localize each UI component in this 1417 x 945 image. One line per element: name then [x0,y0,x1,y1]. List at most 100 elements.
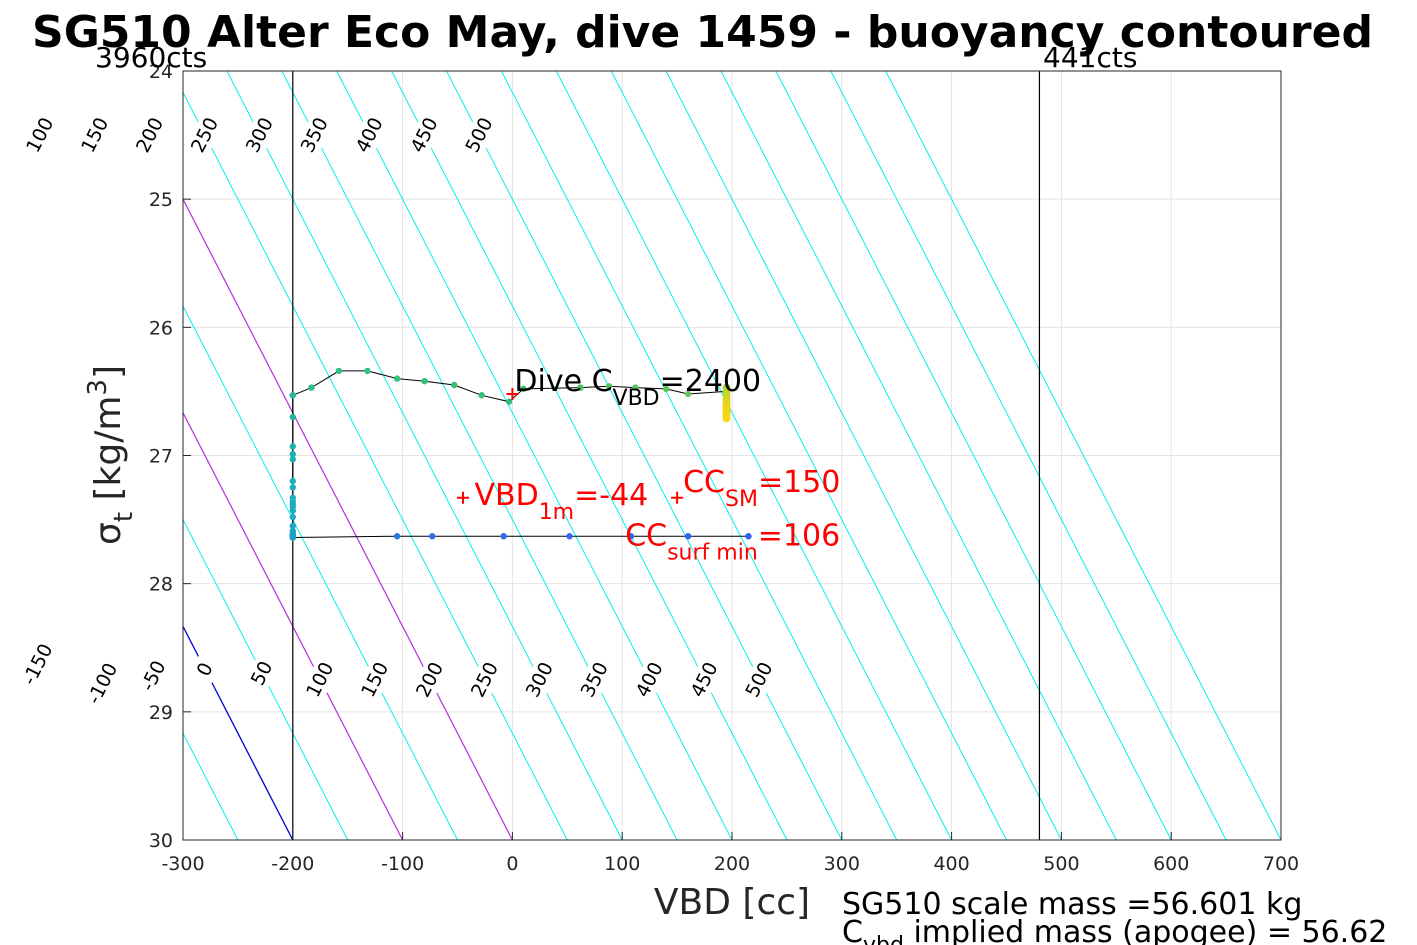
contour-label-bg [684,656,725,704]
contour-line [0,71,73,840]
x-tick-label: -300 [161,853,204,875]
x-tick-label: 100 [604,853,640,875]
contour-line [830,71,1227,840]
contour-line [885,71,1281,840]
track-point [289,392,296,399]
contour-label: -150 [18,640,57,688]
contour-line [183,411,404,840]
y-tick-label: 24 [149,61,173,83]
contour-label-bg [739,656,780,704]
plus-marker [671,491,684,504]
y-tick-label: 29 [149,702,173,724]
track-point [429,533,436,540]
track-point [289,507,296,514]
track-point [745,533,752,540]
x-tick-label: -100 [381,853,424,875]
contour-line [0,71,18,840]
contour-label-bg [242,650,282,697]
contour-label-bg [294,111,335,159]
track-point [335,367,343,375]
footer-implied-mass: Cvbd implied mass (apogee) = 56.62 [842,915,1387,945]
track-point [289,413,296,421]
track-point [289,484,296,491]
track-point [393,533,401,540]
contour-line [775,71,1172,840]
x-tick-label: 0 [506,853,518,875]
dive-points [289,367,752,541]
track-point [289,513,296,521]
contour-line [500,71,898,840]
contour-line [281,71,678,840]
contour-label-bg [300,656,341,704]
contour-line [391,71,788,840]
track-point [451,381,458,389]
counts-left-label: 3960cts [95,41,207,74]
track-upper-line [292,370,727,403]
contour-label-bg [629,656,670,704]
track-point [289,477,296,485]
annotation-markers [456,387,684,504]
track-point [627,533,635,540]
contour-label-bg [404,111,445,159]
track-point [393,375,401,382]
track-point [684,533,692,540]
contour-label-bg [20,111,61,159]
axis-ticks: -300 -200 -100 0 100 200 300 400 500 600 700 24 25 26… [149,61,1299,875]
contour-label-bg [459,111,500,159]
plus-marker [506,387,519,400]
annotation-label: CCSM=150 [683,465,840,512]
footer-scale-mass: SG510 scale mass =56.601 kg [842,887,1302,922]
track-point [566,533,573,540]
contour-labels: -350-300-250-200-100-5005010015020025030… [0,105,780,708]
contour-label-bg [130,111,170,159]
x-axis-label: VBD [cc] [654,882,810,923]
x-tick-label: 400 [933,853,969,875]
track-point [505,398,513,405]
contour-line [183,518,349,840]
contour-line [336,71,733,840]
y-tick-label: 25 [149,189,173,211]
y-tick-label: 30 [149,830,173,852]
track-point [289,522,296,530]
chart-title: SG510 Alter Eco May, dive 1459 - buoyanc… [32,7,1373,58]
contour-label-bg [355,656,395,704]
contour-line [183,624,294,840]
x-tick-label: 600 [1153,853,1189,875]
x-tick-label: 300 [824,853,860,875]
contour-label-bg [133,652,174,700]
contour-label-bg [185,111,225,159]
x-tick-label: -200 [271,853,314,875]
track-point [289,451,296,458]
annotations: Dive CVBD=2400 VBD1m=-44 CCSM=150 CCsurf mi… [474,364,840,565]
contour-label-bg [0,105,2,152]
x-tick-label: 700 [1263,853,1299,875]
y-axis-label: σt [kg/m3] [83,365,139,545]
track-point [684,390,692,398]
track-point [500,533,507,540]
y-tick-label: 27 [149,446,173,468]
contour-line [555,71,953,840]
contour-label-bg [75,111,115,159]
track-point [632,384,639,391]
contour-label-bg [465,656,505,704]
x-tick-label: 500 [1043,853,1079,875]
contour-line [183,91,568,840]
track-point [605,383,613,390]
track-point [289,456,296,463]
track-point [289,534,296,541]
contour-label-bg [410,656,450,704]
x-tick-label: 200 [714,853,750,875]
annotation-label: Dive CVBD=2400 [514,364,761,411]
track-point [364,367,371,375]
track-point [662,385,670,393]
dive-track [292,370,749,539]
contour-label: -100 [83,659,122,707]
annotation-label: VBD1m=-44 [474,478,648,525]
y-tick-label: 26 [149,317,173,339]
track-point [577,384,584,391]
contour-label-bg [185,646,225,693]
track-point [308,384,315,391]
counts-right-label: 441cts [1043,41,1137,74]
contour-line [183,304,458,840]
